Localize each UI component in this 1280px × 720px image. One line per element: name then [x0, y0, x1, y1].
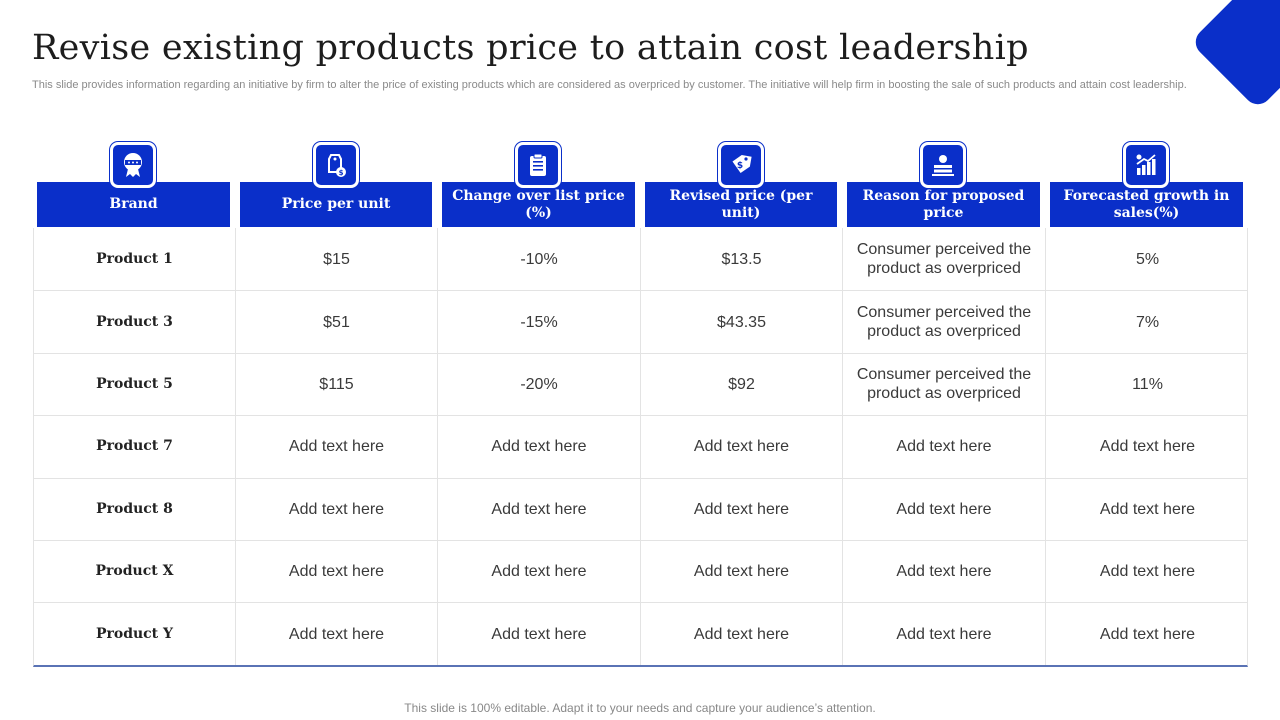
- table-row: Product 8 Add text here Add text here Add t…: [34, 477, 1247, 540]
- cell-brand: Product 3: [34, 291, 236, 353]
- cell-price-per-unit: $15: [236, 228, 438, 291]
- cell-change-over-list-price: Add text here: [438, 540, 641, 603]
- cell-price-per-unit: $115: [236, 353, 438, 416]
- cell-price-per-unit: Add text here: [236, 540, 438, 603]
- header-revised-price: Revised price (per unit): [645, 182, 837, 227]
- table-row: Product 7 Add text here Add text here Add t…: [34, 415, 1247, 478]
- cell-revised-price: Add text here: [641, 603, 843, 665]
- cell-reason: Add text here: [843, 416, 1046, 478]
- cell-change-over-list-price: -10%: [438, 228, 641, 291]
- cell-change-over-list-price: -20%: [438, 353, 641, 416]
- cell-revised-price: Add text here: [641, 540, 843, 603]
- cell-change-over-list-price: Add text here: [438, 603, 641, 665]
- cell-reason: Add text here: [843, 603, 1046, 665]
- cell-brand: Product X: [34, 540, 236, 603]
- cell-price-per-unit: Add text here: [236, 478, 438, 540]
- award-badge-icon: [110, 142, 156, 188]
- header-change-over-list-price: Change over list price (%): [442, 182, 635, 227]
- cell-brand: Product 8: [34, 478, 236, 540]
- table-body: Product 1 $15 -10% $13.5 Consumer perceived …: [33, 228, 1248, 667]
- cell-reason: Consumer perceived the product as overpr…: [843, 228, 1046, 291]
- cell-brand: Product 5: [34, 353, 236, 416]
- corner-decoration: [1189, 0, 1280, 111]
- cell-revised-price: Add text here: [641, 416, 843, 478]
- cell-forecasted-growth: Add text here: [1099, 563, 1196, 581]
- cell-reason: Consumer perceived the product as overpr…: [843, 353, 1046, 416]
- header-price-per-unit: Price per unit: [240, 182, 432, 227]
- cell-forecasted-growth: 5%: [1135, 250, 1160, 268]
- cell-price-per-unit: Add text here: [236, 603, 438, 665]
- page-title: Revise existing products price to attain…: [32, 28, 1029, 68]
- svg-text:$: $: [339, 169, 344, 177]
- price-tag-hand-icon: $: [313, 142, 359, 188]
- pricing-table: $ $ Brand Price per unit Change over lis…: [33, 142, 1248, 667]
- footer-note: This slide is 100% editable. Adapt it to…: [404, 701, 876, 715]
- table-row: Product 3 $51 -15% $43.35 Consumer perceived…: [34, 290, 1247, 353]
- cell-revised-price: $43.35: [641, 291, 843, 353]
- cell-change-over-list-price: Add text here: [438, 416, 641, 478]
- table-row: Product 1 $15 -10% $13.5 Consumer perceived …: [34, 228, 1247, 291]
- cell-brand: Product 1: [34, 228, 236, 291]
- table-row: Product X Add text here Add text here Add t…: [34, 539, 1247, 603]
- header-forecasted-growth: Forecasted growth in sales(%): [1050, 182, 1243, 227]
- page-subtitle: This slide provides information regardin…: [32, 79, 1187, 91]
- cell-brand: Product 7: [34, 416, 236, 478]
- cell-forecasted-growth: Add text here: [1099, 625, 1196, 643]
- table-row: Product Y Add text here Add text here Add t…: [34, 602, 1247, 665]
- cell-price-per-unit: Add text here: [236, 416, 438, 478]
- cell-forecasted-growth: Add text here: [1099, 500, 1196, 518]
- table-header: $ $ Brand Price per unit Change over lis…: [33, 142, 1248, 228]
- table-row: Product 5 $115 -20% $92 Consumer perceived t…: [34, 352, 1247, 416]
- growth-chart-icon: [1123, 142, 1169, 188]
- cell-price-per-unit: $51: [236, 291, 438, 353]
- clipboard-list-icon: [515, 142, 561, 188]
- cell-reason: Add text here: [843, 478, 1046, 540]
- dollar-tag-icon: $: [718, 142, 764, 188]
- cell-change-over-list-price: -15%: [438, 291, 641, 353]
- cell-change-over-list-price: Add text here: [438, 478, 641, 540]
- header-brand: Brand: [37, 182, 230, 227]
- money-stack-hand-icon: [920, 142, 966, 188]
- cell-forecasted-growth: 7%: [1135, 313, 1160, 331]
- svg-text:$: $: [737, 161, 743, 171]
- cell-revised-price: $92: [641, 353, 843, 416]
- cell-reason: Consumer perceived the product as overpr…: [843, 291, 1046, 353]
- cell-reason: Add text here: [843, 540, 1046, 603]
- header-reason: Reason for proposed price: [847, 182, 1040, 227]
- cell-revised-price: Add text here: [641, 478, 843, 540]
- cell-forecasted-growth: Add text here: [1099, 438, 1196, 456]
- cell-brand: Product Y: [34, 603, 236, 665]
- cell-forecasted-growth: 11%: [1132, 375, 1163, 393]
- cell-revised-price: $13.5: [641, 228, 843, 291]
